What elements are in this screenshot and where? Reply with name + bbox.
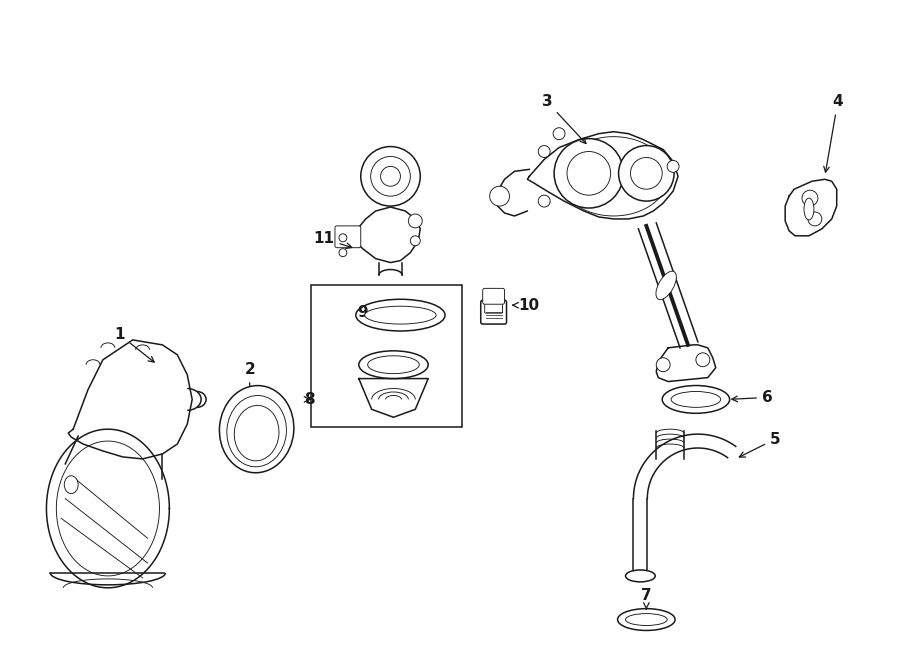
Ellipse shape <box>559 137 668 216</box>
FancyBboxPatch shape <box>335 226 361 248</box>
Text: 8: 8 <box>304 392 314 407</box>
Circle shape <box>538 145 550 157</box>
Circle shape <box>554 128 565 139</box>
Ellipse shape <box>656 271 677 299</box>
Circle shape <box>490 186 509 206</box>
Ellipse shape <box>64 476 78 494</box>
Ellipse shape <box>234 405 279 461</box>
Ellipse shape <box>671 391 721 407</box>
Text: 4: 4 <box>824 95 843 173</box>
Circle shape <box>409 214 422 228</box>
Circle shape <box>631 157 662 189</box>
Circle shape <box>567 151 610 195</box>
Text: 1: 1 <box>114 327 154 362</box>
FancyBboxPatch shape <box>482 288 505 304</box>
Ellipse shape <box>617 609 675 631</box>
Circle shape <box>667 161 680 173</box>
Text: 2: 2 <box>244 362 255 395</box>
Circle shape <box>361 147 420 206</box>
Ellipse shape <box>804 198 814 220</box>
Ellipse shape <box>662 385 730 413</box>
Circle shape <box>339 234 346 242</box>
Circle shape <box>371 157 410 196</box>
Ellipse shape <box>359 351 428 379</box>
Ellipse shape <box>626 570 655 582</box>
Text: 3: 3 <box>542 95 586 143</box>
Ellipse shape <box>220 385 294 473</box>
Text: 11: 11 <box>313 231 352 249</box>
Circle shape <box>554 139 624 208</box>
Circle shape <box>538 195 550 207</box>
Ellipse shape <box>626 613 667 625</box>
Ellipse shape <box>227 395 286 467</box>
Circle shape <box>656 358 670 371</box>
Bar <box>311 286 462 427</box>
FancyBboxPatch shape <box>485 299 502 313</box>
Text: 6: 6 <box>732 390 773 405</box>
FancyBboxPatch shape <box>481 300 507 324</box>
Text: 7: 7 <box>641 588 652 609</box>
Circle shape <box>802 190 818 206</box>
Circle shape <box>618 145 674 201</box>
Text: 9: 9 <box>357 305 382 320</box>
Text: 10: 10 <box>513 297 540 313</box>
Circle shape <box>808 212 822 226</box>
Circle shape <box>696 353 710 367</box>
Ellipse shape <box>368 356 419 373</box>
Ellipse shape <box>364 306 436 324</box>
Ellipse shape <box>356 299 445 331</box>
Circle shape <box>339 249 346 256</box>
Text: 5: 5 <box>739 432 780 457</box>
Circle shape <box>410 236 420 246</box>
Circle shape <box>381 167 400 186</box>
